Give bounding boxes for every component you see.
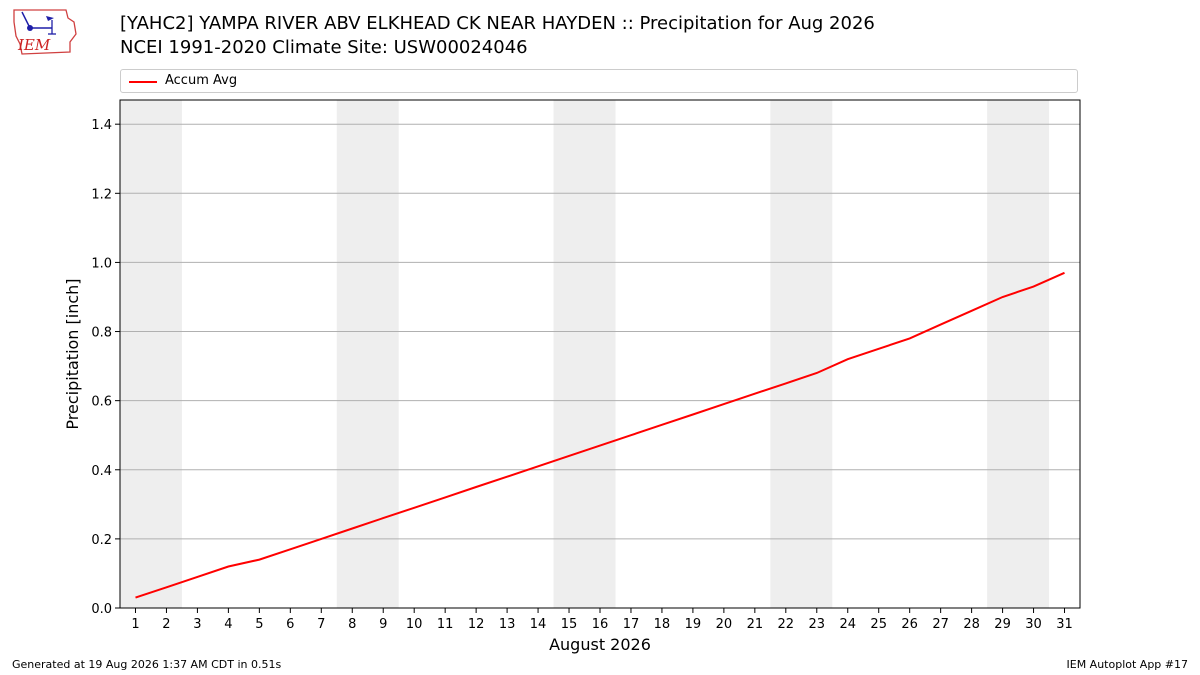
y-tick-label: 0.2: [91, 533, 112, 548]
x-tick-label: 10: [406, 617, 423, 632]
logo-text: IEM: [17, 36, 51, 54]
x-tick-label: 27: [932, 617, 949, 632]
x-tick-label: 24: [839, 617, 856, 632]
x-tick-label: 25: [870, 617, 887, 632]
legend: Accum Avg: [120, 69, 1078, 93]
chart-subtitle: NCEI 1991-2020 Climate Site: USW00024046: [120, 37, 528, 58]
x-tick-label: 6: [286, 617, 294, 632]
x-tick-label: 1: [131, 617, 139, 632]
x-tick-label: 28: [963, 617, 980, 632]
y-tick-label: 0.6: [91, 395, 112, 410]
weekend-band: [553, 100, 616, 608]
x-tick-label: 23: [809, 617, 826, 632]
x-axis: 1 2 3 4 5 6 7 8 9 10 11 12 13 14 15 16 17 18 19 20 21 22 23 24 2…: [131, 608, 1073, 632]
weekend-band: [120, 100, 182, 608]
x-tick-label: 16: [592, 617, 609, 632]
x-tick-label: 7: [317, 617, 325, 632]
weekend-band: [770, 100, 833, 608]
y-axis: 0.0 0.2 0.4 0.6 0.8 1.0 1.2 1.4: [91, 118, 120, 617]
y-tick-label: 0.8: [91, 326, 112, 341]
iem-logo: IEM: [13, 9, 77, 55]
y-gridlines: [120, 123, 1080, 609]
legend-label: Accum Avg: [165, 73, 238, 88]
x-tick-label: 2: [162, 617, 170, 632]
x-tick-label: 31: [1056, 617, 1073, 632]
series-line-accum-avg: [135, 271, 1065, 599]
x-tick-label: 26: [901, 617, 918, 632]
footer-app: IEM Autoplot App #17: [1066, 658, 1189, 671]
x-tick-label: 30: [1025, 617, 1042, 632]
x-tick-label: 12: [468, 617, 485, 632]
x-tick-label: 14: [530, 617, 547, 632]
y-tick-label: 0.0: [91, 602, 112, 617]
x-tick-label: 3: [193, 617, 201, 632]
x-tick-label: 17: [623, 617, 640, 632]
x-tick-label: 5: [255, 617, 263, 632]
chart-title: [YAHC2] YAMPA RIVER ABV ELKHEAD CK NEAR …: [120, 13, 875, 34]
x-tick-label: 11: [437, 617, 454, 632]
x-tick-label: 22: [778, 617, 795, 632]
plot-frame: [119, 99, 1081, 609]
y-tick-label: 0.4: [91, 464, 112, 479]
x-tick-label: 4: [224, 617, 232, 632]
footer-generated: Generated at 19 Aug 2026 1:37 AM CDT in …: [12, 658, 282, 671]
x-tick-label: 15: [561, 617, 578, 632]
x-tick-label: 21: [747, 617, 764, 632]
y-axis-label: Precipitation [inch]: [63, 278, 82, 429]
weekend-band: [336, 100, 399, 608]
x-tick-label: 13: [499, 617, 516, 632]
x-tick-label: 8: [348, 617, 356, 632]
y-tick-label: 1.2: [91, 187, 112, 202]
series-layer: [135, 271, 1065, 599]
weekend-band: [987, 100, 1050, 608]
weekend-bands: [120, 100, 1050, 608]
legend-swatch: [129, 81, 157, 83]
y-tick-label: 1.4: [91, 118, 112, 133]
x-tick-label: 19: [685, 617, 702, 632]
x-tick-label: 18: [654, 617, 671, 632]
x-tick-label: 20: [716, 617, 733, 632]
y-tick-label: 1.0: [91, 256, 112, 271]
x-tick-label: 9: [379, 617, 387, 632]
x-axis-label: August 2026: [549, 635, 651, 654]
x-tick-label: 29: [994, 617, 1011, 632]
